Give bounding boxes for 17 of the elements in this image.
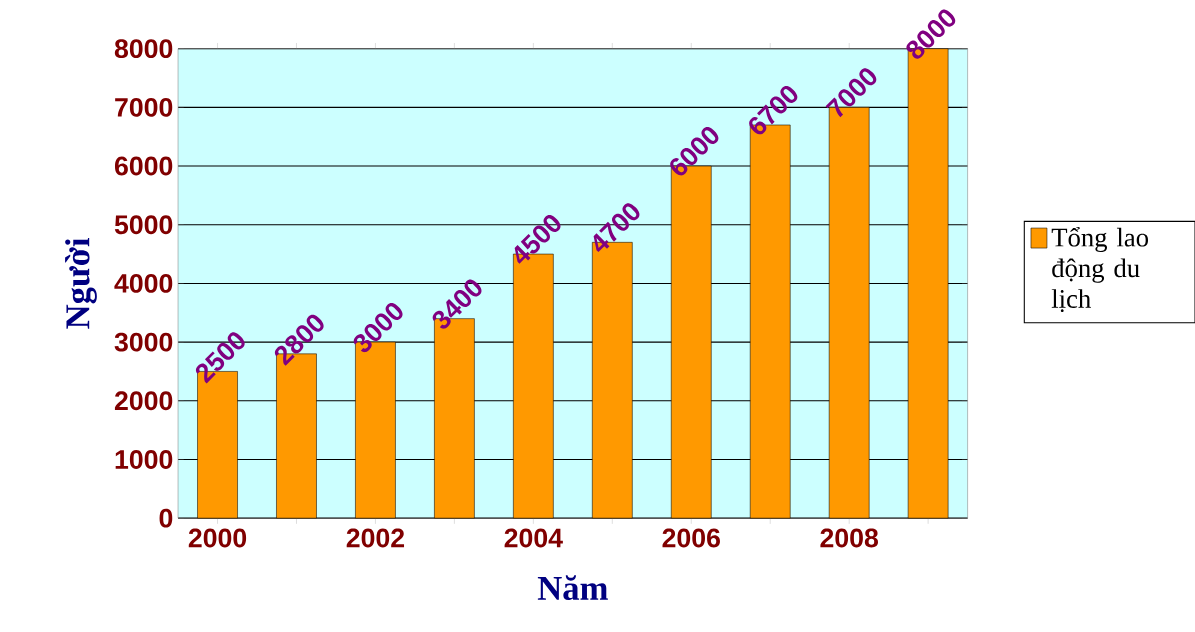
y-tick-label: 1000 <box>115 449 173 469</box>
x-tick-label: 2004 <box>504 528 563 548</box>
x-tick-label: 2002 <box>346 528 405 548</box>
y-tick-label: 7000 <box>115 97 173 117</box>
y-tick-label: 0 <box>159 508 173 528</box>
y-tick-label: 8000 <box>114 39 173 59</box>
y-tick-label: 3000 <box>114 332 173 352</box>
legend-label: Tổng lao động du lịch <box>1051 226 1149 312</box>
y-axis-title: Người <box>65 237 97 329</box>
y-tick-label: 2000 <box>114 391 173 411</box>
x-tick-label: 2000 <box>188 528 247 548</box>
y-tick-label: 6000 <box>114 156 173 176</box>
x-tick-label: 2008 <box>820 528 879 548</box>
y-tick-label: 5000 <box>114 215 173 235</box>
x-tick-label: 2006 <box>662 528 720 548</box>
y-tick-label: 4000 <box>114 273 173 293</box>
x-axis-title: Năm <box>537 575 608 600</box>
